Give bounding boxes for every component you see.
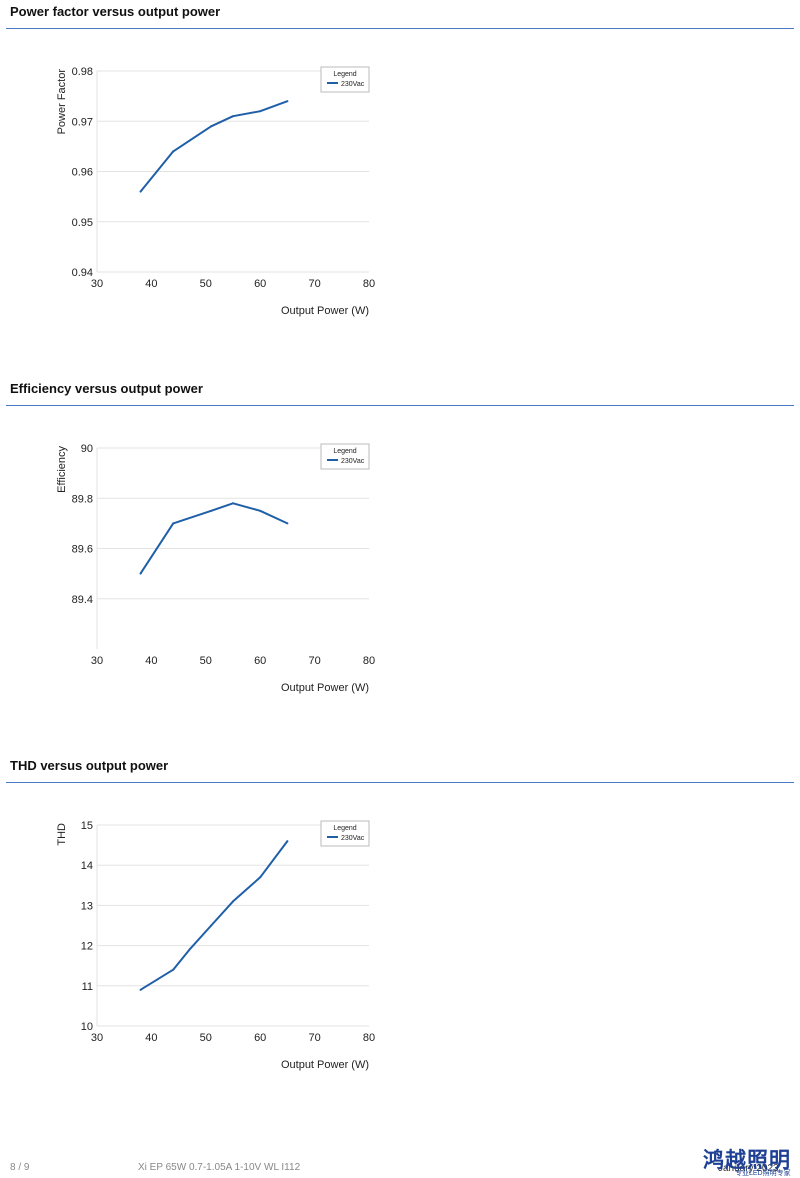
x-tick-label: 70 bbox=[308, 655, 320, 667]
y-tick-label: 13 bbox=[81, 900, 93, 912]
data-point bbox=[232, 900, 234, 903]
data-point bbox=[232, 502, 234, 505]
x-axis-label: Output Power (W) bbox=[281, 682, 369, 694]
legend-box bbox=[320, 443, 370, 470]
y-tick-label: 12 bbox=[81, 941, 93, 953]
data-point bbox=[210, 924, 213, 927]
legend-entry: 230Vac bbox=[341, 835, 365, 842]
data-point bbox=[210, 125, 213, 128]
legend-title: Legend bbox=[333, 71, 356, 78]
data-point bbox=[259, 509, 262, 512]
data-point bbox=[172, 150, 175, 153]
data-point bbox=[232, 115, 234, 118]
legend-box bbox=[320, 66, 370, 93]
product-name: Xi EP 65W 0.7-1.05A 1-10V WL I112 bbox=[138, 1162, 301, 1173]
x-tick-label: 30 bbox=[91, 655, 103, 667]
y-tick-label: 0.94 bbox=[72, 267, 93, 279]
y-tick-label: 14 bbox=[81, 860, 93, 872]
y-axis-label: Efficiency bbox=[56, 446, 68, 493]
x-tick-label: 70 bbox=[308, 278, 320, 290]
y-tick-label: 0.95 bbox=[72, 217, 93, 229]
y-tick-label: 89.4 bbox=[72, 594, 93, 606]
power-factor-chart: 0.94 0.95 0.96 0.97 0.98 30 40 50 60 70 80 Output P… bbox=[56, 66, 375, 317]
section-divider bbox=[6, 782, 794, 783]
x-tick-label: 60 bbox=[254, 1032, 266, 1044]
x-tick-label: 50 bbox=[200, 278, 212, 290]
section-title: Efficiency versus output power bbox=[10, 381, 203, 396]
x-tick-label: 50 bbox=[200, 1032, 212, 1044]
legend-entry: 230Vac bbox=[341, 458, 365, 465]
thd-chart: 10 11 12 13 14 15 30 40 50 60 70 80 Output Power (W)… bbox=[56, 820, 375, 1071]
legend-entry: 230Vac bbox=[341, 81, 365, 88]
legend-title: Legend bbox=[333, 825, 356, 832]
section-divider bbox=[6, 28, 794, 29]
section-title: THD versus output power bbox=[10, 758, 169, 773]
efficiency-chart: 89.4 89.6 89.8 90 30 40 50 60 70 80 Output Power (… bbox=[56, 443, 375, 694]
y-tick-label: 10 bbox=[81, 1021, 93, 1033]
y-axis-label: Power Factor bbox=[56, 69, 68, 135]
x-tick-label: 80 bbox=[363, 1032, 375, 1044]
series-line-0 bbox=[139, 502, 288, 575]
brand-logo-subtitle: 专业LED照明专家 bbox=[735, 1170, 791, 1177]
series-line-0 bbox=[139, 840, 289, 991]
x-tick-label: 40 bbox=[145, 655, 157, 667]
document-date: January 2023 bbox=[718, 1163, 779, 1174]
y-tick-label: 15 bbox=[81, 820, 93, 832]
x-tick-label: 80 bbox=[363, 655, 375, 667]
x-tick-label: 40 bbox=[145, 278, 157, 290]
y-tick-label: 0.96 bbox=[72, 167, 93, 179]
data-point bbox=[286, 522, 289, 525]
section-power-factor: Power factor versus output power 0.94 0.9… bbox=[0, 0, 800, 377]
section-divider bbox=[6, 405, 794, 406]
x-axis-label: Output Power (W) bbox=[281, 1059, 369, 1071]
x-tick-label: 30 bbox=[91, 1032, 103, 1044]
data-point bbox=[139, 572, 142, 575]
x-tick-label: 30 bbox=[91, 278, 103, 290]
y-tick-label: 90 bbox=[81, 443, 93, 455]
x-tick-label: 60 bbox=[254, 655, 266, 667]
data-point bbox=[286, 100, 289, 103]
section-efficiency: Efficiency versus output power 89.4 89.6 8… bbox=[0, 377, 800, 754]
y-tick-label: 0.97 bbox=[72, 116, 93, 128]
y-tick-label: 0.98 bbox=[72, 66, 93, 78]
x-axis-label: Output Power (W) bbox=[281, 305, 369, 317]
data-point bbox=[188, 948, 191, 951]
section-title: Power factor versus output power bbox=[10, 4, 221, 19]
y-axis-label: THD bbox=[56, 823, 68, 846]
data-point bbox=[172, 968, 175, 971]
series-line-0 bbox=[139, 100, 288, 193]
data-point bbox=[139, 988, 142, 991]
data-point bbox=[139, 190, 142, 193]
data-point bbox=[259, 876, 262, 879]
data-point bbox=[210, 509, 213, 512]
x-tick-label: 70 bbox=[308, 1032, 320, 1044]
section-thd: THD versus output power 10 11 12 13 14 15 30 40… bbox=[0, 754, 800, 1131]
legend-box bbox=[320, 820, 370, 847]
x-tick-label: 40 bbox=[145, 1032, 157, 1044]
x-tick-label: 80 bbox=[363, 278, 375, 290]
legend-title: Legend bbox=[333, 448, 356, 455]
y-tick-label: 11 bbox=[82, 981, 93, 993]
brand-logo: 鸿越照明 bbox=[703, 1148, 791, 1172]
data-point bbox=[286, 840, 289, 843]
y-tick-label: 89.8 bbox=[72, 493, 93, 505]
x-tick-label: 60 bbox=[254, 278, 266, 290]
x-tick-label: 50 bbox=[200, 655, 212, 667]
page-number: 8 / 9 bbox=[10, 1162, 30, 1173]
data-point bbox=[259, 110, 262, 113]
y-tick-label: 89.6 bbox=[72, 544, 93, 556]
data-point bbox=[172, 522, 175, 525]
